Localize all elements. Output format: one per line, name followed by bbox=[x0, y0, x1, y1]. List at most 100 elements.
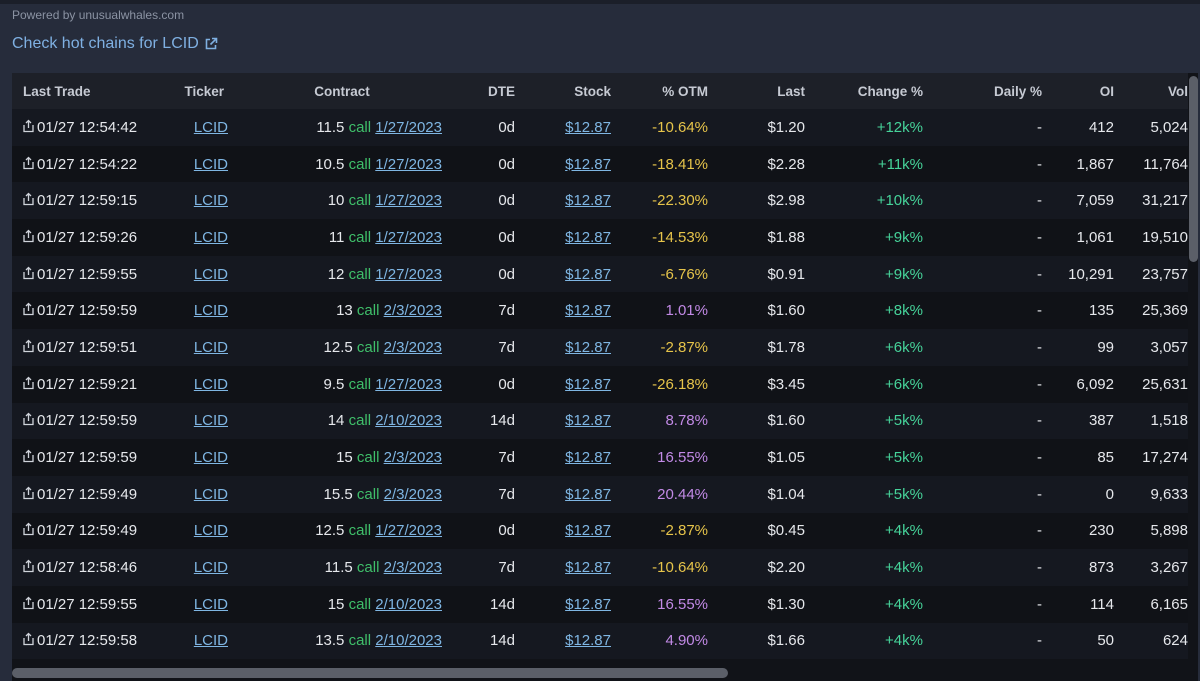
vol-cell: 5,898 bbox=[1150, 522, 1188, 540]
share-icon[interactable] bbox=[22, 376, 35, 390]
horizontal-scrollbar[interactable] bbox=[12, 668, 728, 678]
share-icon[interactable] bbox=[22, 266, 35, 280]
col-dte[interactable]: DTE bbox=[488, 83, 515, 99]
share-icon[interactable] bbox=[22, 522, 35, 536]
contract-strike: 15.5 bbox=[323, 485, 353, 503]
ticker-link[interactable]: LCID bbox=[193, 155, 228, 173]
ticker-link[interactable]: LCID bbox=[193, 559, 228, 577]
stock-cell: $12.87 bbox=[515, 182, 611, 219]
stock-price-link[interactable]: $12.87 bbox=[565, 559, 611, 577]
daily-cell: - bbox=[1037, 595, 1042, 613]
stock-price-link[interactable]: $12.87 bbox=[565, 302, 611, 320]
contract-expiry-link[interactable]: 1/27/2023 bbox=[375, 228, 442, 246]
vol-cell: 3,267 bbox=[1150, 559, 1188, 577]
stock-price-link[interactable]: $12.87 bbox=[565, 449, 611, 467]
stock-cell: $12.87 bbox=[515, 329, 611, 366]
share-icon[interactable] bbox=[22, 339, 35, 353]
last-price-cell: $1.04 bbox=[767, 485, 805, 503]
ticker-link[interactable]: LCID bbox=[193, 118, 228, 136]
share-icon[interactable] bbox=[22, 632, 35, 646]
dte-cell: 0d bbox=[498, 192, 515, 210]
stock-price-link[interactable]: $12.87 bbox=[565, 155, 611, 173]
contract-expiry-link[interactable]: 2/3/2023 bbox=[383, 449, 442, 467]
contract-expiry-link[interactable]: 2/3/2023 bbox=[383, 559, 442, 577]
contract-type: call bbox=[348, 228, 372, 246]
contract-expiry-link[interactable]: 2/3/2023 bbox=[383, 338, 442, 356]
col-vol[interactable]: Vol bbox=[1168, 83, 1188, 99]
ticker-link[interactable]: LCID bbox=[193, 375, 228, 393]
contract-cell: 11.5 call 2/3/2023 bbox=[242, 549, 442, 586]
contract-strike: 14 bbox=[327, 412, 345, 430]
contract-expiry-link[interactable]: 1/27/2023 bbox=[375, 522, 442, 540]
share-icon[interactable] bbox=[22, 486, 35, 500]
last-trade-time: 01/27 12:59:59 bbox=[37, 302, 138, 320]
col-ticker[interactable]: Ticker bbox=[184, 83, 224, 99]
last-price-cell: $1.60 bbox=[767, 412, 805, 430]
contract-expiry-link[interactable]: 1/27/2023 bbox=[375, 155, 442, 173]
change-cell: +5k% bbox=[885, 485, 923, 503]
share-icon[interactable] bbox=[22, 119, 35, 133]
stock-price-link[interactable]: $12.87 bbox=[565, 228, 611, 246]
daily-cell: - bbox=[1037, 412, 1042, 430]
contract-expiry-link[interactable]: 2/10/2023 bbox=[375, 595, 442, 613]
contract-expiry-link[interactable]: 2/10/2023 bbox=[375, 412, 442, 430]
options-flow-table-container: Last Trade Ticker Contract DTE Stock % O… bbox=[12, 73, 1198, 681]
col-stock[interactable]: Stock bbox=[574, 83, 611, 99]
ticker-link[interactable]: LCID bbox=[193, 632, 228, 650]
ticker-link[interactable]: LCID bbox=[193, 485, 228, 503]
hot-chains-link[interactable]: Check hot chains for LCID bbox=[12, 35, 218, 53]
contract-expiry-link[interactable]: 1/27/2023 bbox=[375, 118, 442, 136]
share-icon[interactable] bbox=[22, 156, 35, 170]
table-row: 01/27 12:54:22 LCID 10.5 call 1/27/2023 0d $… bbox=[12, 145, 1188, 183]
stock-price-link[interactable]: $12.87 bbox=[565, 118, 611, 136]
share-icon[interactable] bbox=[22, 449, 35, 463]
last-price-cell: $0.91 bbox=[767, 265, 805, 283]
stock-price-link[interactable]: $12.87 bbox=[565, 485, 611, 503]
vertical-scrollbar[interactable] bbox=[1189, 76, 1198, 262]
contract-expiry-link[interactable]: 1/27/2023 bbox=[375, 192, 442, 210]
stock-price-link[interactable]: $12.87 bbox=[565, 412, 611, 430]
contract-expiry-link[interactable]: 2/3/2023 bbox=[383, 485, 442, 503]
daily-cell: - bbox=[1037, 522, 1042, 540]
stock-price-link[interactable]: $12.87 bbox=[565, 522, 611, 540]
table-row: 01/27 12:59:51 LCID 12.5 call 2/3/2023 7d $1… bbox=[12, 329, 1188, 366]
col-last-trade[interactable]: Last Trade bbox=[23, 83, 91, 99]
ticker-link[interactable]: LCID bbox=[193, 412, 228, 430]
contract-expiry-link[interactable]: 2/10/2023 bbox=[375, 632, 442, 650]
ticker-link[interactable]: LCID bbox=[193, 595, 228, 613]
contract-expiry-link[interactable]: 1/27/2023 bbox=[375, 265, 442, 283]
stock-price-link[interactable]: $12.87 bbox=[565, 595, 611, 613]
stock-price-link[interactable]: $12.87 bbox=[565, 265, 611, 283]
stock-price-link[interactable]: $12.87 bbox=[565, 192, 611, 210]
share-icon[interactable] bbox=[22, 559, 35, 573]
col-daily[interactable]: Daily % bbox=[993, 83, 1042, 99]
share-icon[interactable] bbox=[22, 192, 35, 206]
col-last[interactable]: Last bbox=[777, 83, 805, 99]
ticker-link[interactable]: LCID bbox=[193, 338, 228, 356]
col-otm[interactable]: % OTM bbox=[662, 83, 708, 99]
share-icon[interactable] bbox=[22, 302, 35, 316]
stock-price-link[interactable]: $12.87 bbox=[565, 632, 611, 650]
share-icon[interactable] bbox=[22, 596, 35, 610]
col-oi[interactable]: OI bbox=[1099, 83, 1114, 99]
ticker-link[interactable]: LCID bbox=[193, 449, 228, 467]
ticker-link[interactable]: LCID bbox=[193, 192, 228, 210]
daily-cell: - bbox=[1037, 265, 1042, 283]
ticker-link[interactable]: LCID bbox=[193, 228, 228, 246]
col-contract[interactable]: Contract bbox=[314, 83, 370, 99]
stock-price-link[interactable]: $12.87 bbox=[565, 338, 611, 356]
oi-cell: 114 bbox=[1090, 595, 1114, 613]
ticker-link[interactable]: LCID bbox=[193, 265, 228, 283]
share-icon[interactable] bbox=[22, 412, 35, 426]
col-change[interactable]: Change % bbox=[857, 83, 923, 99]
stock-price-link[interactable]: $12.87 bbox=[565, 375, 611, 393]
contract-expiry-link[interactable]: 2/3/2023 bbox=[383, 302, 442, 320]
contract-strike: 10 bbox=[327, 192, 345, 210]
ticker-cell: LCID bbox=[162, 292, 242, 329]
change-cell: +5k% bbox=[885, 449, 923, 467]
ticker-link[interactable]: LCID bbox=[193, 302, 228, 320]
contract-expiry-link[interactable]: 1/27/2023 bbox=[375, 375, 442, 393]
table-row: 01/27 12:59:15 LCID 10 call 1/27/2023 0d $12… bbox=[12, 182, 1188, 220]
ticker-link[interactable]: LCID bbox=[193, 522, 228, 540]
share-icon[interactable] bbox=[22, 229, 35, 243]
